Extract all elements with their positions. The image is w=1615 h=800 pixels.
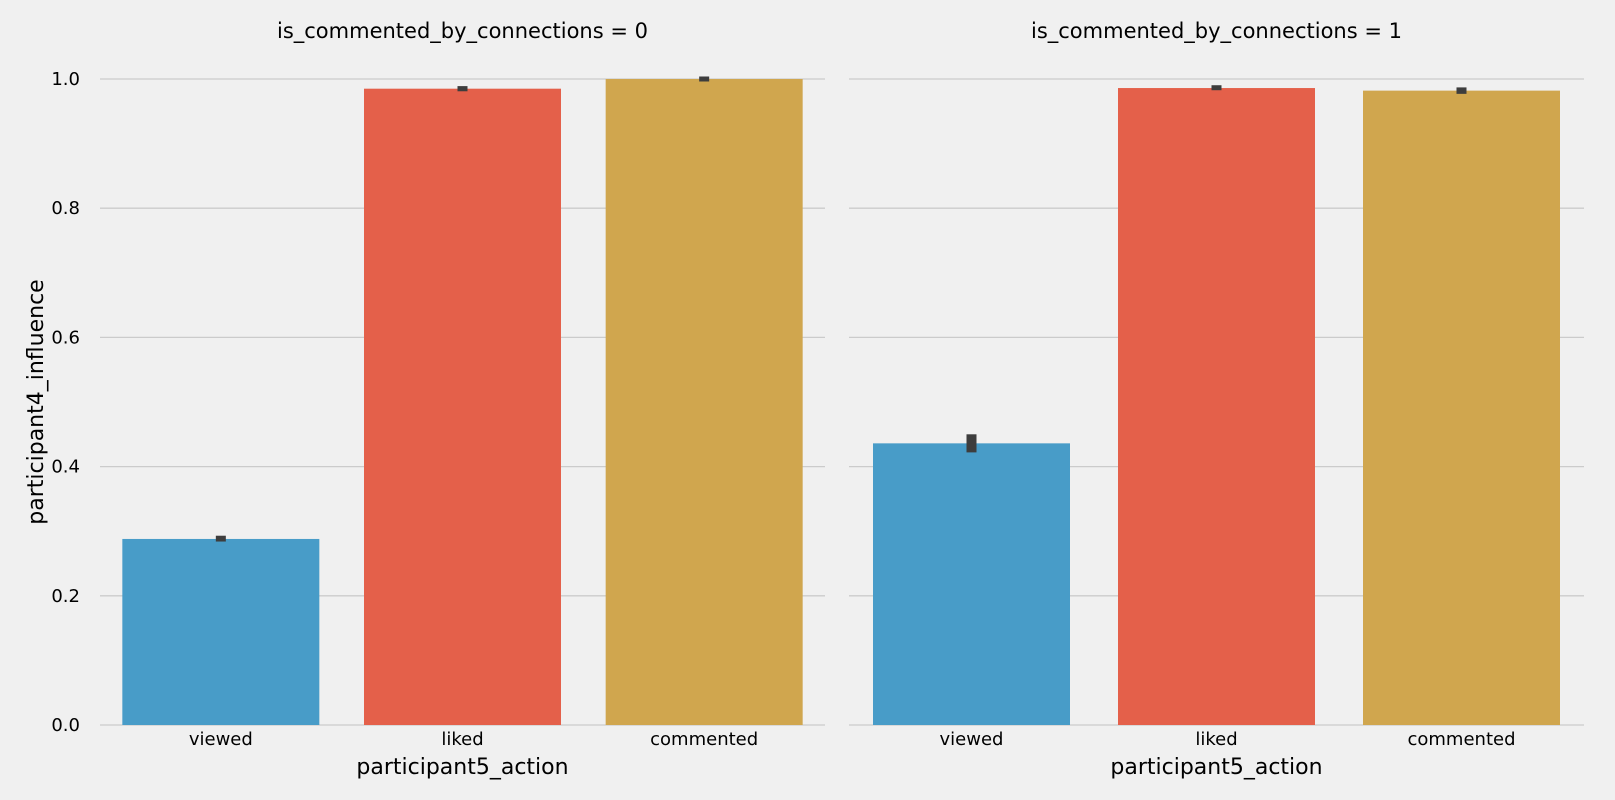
y-axis-label: participant4_influence (24, 279, 49, 524)
panel-title-1: is_commented_by_connections = 0 (277, 19, 648, 44)
panel-title-2: is_commented_by_connections = 1 (1031, 19, 1402, 44)
y-tick-label-3: 0.6 (51, 327, 80, 348)
x-tick-label-p1-commented: commented (650, 729, 758, 750)
error-bar-p2-liked (1211, 85, 1222, 91)
error-bar-p2-viewed (966, 434, 977, 453)
error-bar-p1-viewed (215, 535, 226, 542)
bar-p1-commented (605, 79, 803, 725)
error-bar-p2-commented (1456, 87, 1467, 94)
x-tick-label-p2-commented: commented (1407, 729, 1515, 750)
x-axis-label-p1: participant5_action (356, 755, 568, 780)
x-axis-label-p2: participant5_action (1110, 755, 1322, 780)
error-bar-p1-commented (699, 76, 710, 82)
bar-p1-viewed (122, 538, 320, 725)
x-tick-label-p1-liked: liked (441, 729, 483, 750)
x-tick-label-p2-liked: liked (1195, 729, 1237, 750)
y-tick-label-4: 0.8 (51, 198, 80, 219)
y-tick-label-2: 0.4 (51, 457, 80, 478)
bar-p2-commented (1363, 90, 1560, 726)
bar-p1-liked (364, 88, 561, 725)
y-tick-label-0: 0.0 (51, 715, 80, 736)
x-tick-label-p2-viewed: viewed (940, 729, 1004, 750)
y-tick-label-5: 1.0 (51, 69, 80, 90)
bar-p2-liked (1118, 88, 1315, 725)
y-tick-label-1: 0.2 (51, 586, 80, 607)
x-tick-label-p1-viewed: viewed (189, 729, 253, 750)
error-bar-p1-liked (457, 86, 468, 92)
bar-p2-viewed (873, 443, 1070, 725)
